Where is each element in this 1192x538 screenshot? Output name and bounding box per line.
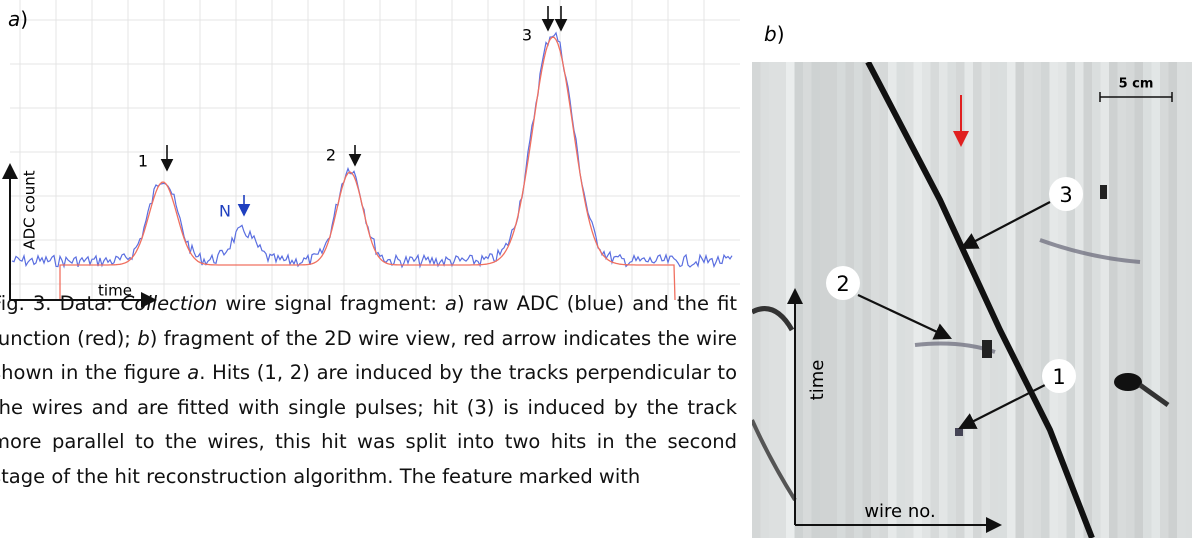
wire-view (752, 62, 1192, 538)
caption-run: wire signal fragment: (217, 292, 446, 315)
wire-stripe (828, 62, 837, 538)
blob (1114, 373, 1142, 391)
wire-stripe (896, 62, 905, 538)
wire-stripe (913, 62, 922, 538)
blob (1100, 185, 1107, 199)
wire-stripe (1126, 62, 1135, 538)
track (865, 62, 1095, 538)
wire-stripe (854, 62, 863, 538)
track (752, 419, 797, 502)
wire-stripe (871, 62, 880, 538)
hit-arrow (960, 201, 1051, 250)
caption-run: a (187, 361, 200, 384)
panel-letter: b (764, 22, 777, 46)
wire-stripe (964, 62, 973, 538)
wire-stripe (888, 62, 897, 538)
hit-label: 1 (1052, 365, 1065, 389)
hit-circle (1042, 359, 1076, 393)
hit-circle (1049, 177, 1083, 211)
caption-run: a (445, 292, 457, 315)
wire-stripe (990, 62, 999, 538)
blob (955, 428, 963, 436)
wire-stripe (1100, 62, 1109, 538)
wire-stripe (752, 62, 761, 538)
scale-label: 5 cm (1119, 77, 1154, 92)
raw-adc-trace (11, 31, 733, 269)
x-axis-label: wire no. (864, 501, 935, 522)
caption-run: b (137, 326, 150, 350)
caption-run: Fig. 3. Data: (0, 292, 121, 315)
wire-stripe (879, 62, 888, 538)
caption: Fig. 3. Data: Collection wire signal fra… (0, 287, 737, 494)
caption-run: ) fragment of the 2D wire view, red arro… (0, 326, 737, 385)
wire-stripe (820, 62, 829, 538)
track (1138, 382, 1170, 408)
panel-label: b) (764, 22, 785, 46)
wire-stripe (939, 62, 948, 538)
wire-stripe (1143, 62, 1152, 538)
wire-stripe (1049, 62, 1058, 538)
hit-label: 3 (1059, 183, 1072, 207)
hit-arrow (857, 294, 952, 340)
wire-stripe (1083, 62, 1092, 538)
panel-letter: a (8, 7, 20, 31)
hit-label: 2 (836, 272, 849, 296)
wire-stripe (956, 62, 965, 538)
wire-stripe (973, 62, 982, 538)
y-axis-label: time (807, 360, 828, 401)
peak-label: 3 (522, 26, 532, 45)
track (1039, 238, 1141, 264)
wire-stripe (1066, 62, 1075, 538)
wire-stripe (905, 62, 914, 538)
wire-stripe (760, 62, 769, 538)
caption-run: ) raw ADC (blue) and the fit function (r… (0, 292, 737, 350)
wire-stripe (1185, 62, 1192, 538)
wire-stripe (1015, 62, 1024, 538)
wire-stripe (1134, 62, 1143, 538)
wire-stripe (1092, 62, 1101, 538)
wire-stripe (803, 62, 812, 538)
wire-stripe (1117, 62, 1126, 538)
wire-stripes (752, 62, 1192, 538)
wire-stripe (947, 62, 956, 538)
fit-trace (59, 36, 676, 301)
peak-label: 1 (138, 152, 148, 171)
wire-stripe (998, 62, 1007, 538)
panel-paren: ) (777, 22, 785, 46)
panel-label: a) (8, 7, 28, 31)
wire-stripe (1109, 62, 1118, 538)
wire-stripe (1075, 62, 1084, 538)
wire-stripe (930, 62, 939, 538)
wire-stripe (1160, 62, 1169, 538)
caption-run: . Hits (1, 2) are induced by the tracks … (0, 361, 738, 488)
wire-stripe (777, 62, 786, 538)
y-axis-label: ADC count (21, 170, 39, 249)
wire-stripe (1168, 62, 1177, 538)
wire-stripe (1041, 62, 1050, 538)
hit-circle (826, 266, 860, 300)
wire-stripe (1007, 62, 1016, 538)
caption-run: Collection (120, 292, 218, 315)
wire-stripe (1151, 62, 1160, 538)
hit-arrow (958, 384, 1046, 429)
wire-stripe (1177, 62, 1186, 538)
wire-stripe (1058, 62, 1067, 538)
wire-stripe (769, 62, 778, 538)
grid (10, 0, 740, 300)
track (752, 306, 795, 332)
wire-stripe (1024, 62, 1033, 538)
blob (982, 340, 992, 358)
x-axis-label: time (98, 282, 132, 300)
wire-stripe (845, 62, 854, 538)
wire-stripe (922, 62, 931, 538)
wire-stripe (1032, 62, 1041, 538)
wire-stripe (837, 62, 846, 538)
panel-paren: ) (20, 7, 28, 31)
noise-label: N (219, 202, 231, 221)
wire-stripe (811, 62, 820, 538)
wire-stripe (786, 62, 795, 538)
peak-label: 2 (326, 146, 336, 165)
